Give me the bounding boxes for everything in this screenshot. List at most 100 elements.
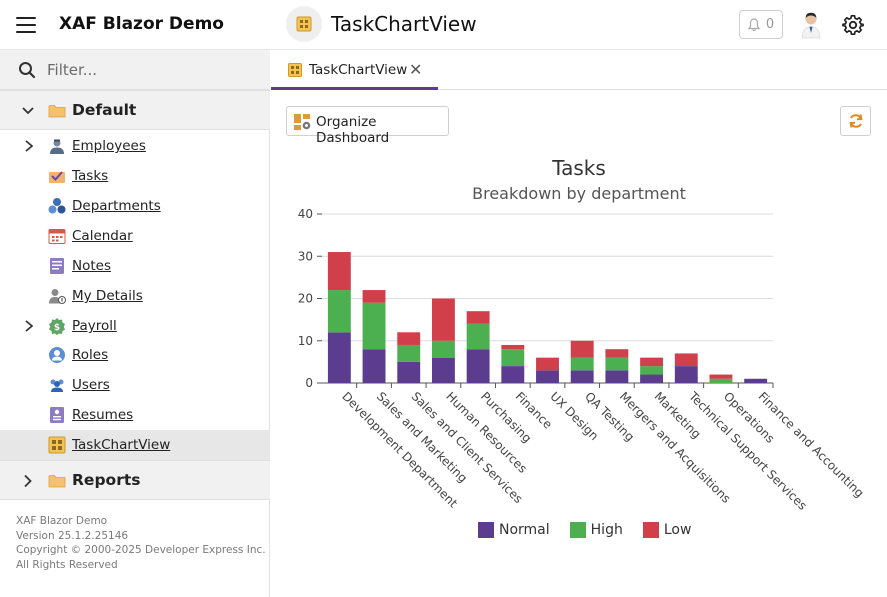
folder-icon	[48, 475, 66, 488]
settings-gear-icon[interactable]	[842, 14, 864, 36]
avatar[interactable]	[799, 11, 823, 39]
tab-taskchartview[interactable]: TaskChartView ✕	[271, 50, 438, 90]
task-chart: Tasks Breakdown by department 0 10 20 30 40 D…	[272, 150, 886, 590]
bar-high	[640, 366, 664, 375]
bar-normal	[674, 366, 698, 383]
calendar-icon	[48, 229, 66, 244]
legend-item-low[interactable]: Low	[642, 522, 692, 538]
nav-group-reports[interactable]: Reports	[0, 460, 270, 500]
my-details-icon	[49, 289, 66, 304]
organize-dashboard-icon	[294, 114, 311, 130]
sidebar-item-calendar[interactable]: Calendar	[0, 221, 270, 251]
view-title: TaskChartView	[331, 12, 477, 36]
sidebar-item-label: TaskChartView	[72, 437, 171, 453]
bar-low	[640, 357, 664, 367]
sidebar-item-roles[interactable]: Roles	[0, 340, 270, 370]
refresh-button[interactable]	[840, 106, 871, 136]
footer-rights: All Rights Reserved	[16, 558, 118, 571]
organize-dashboard-label: Organize Dashboard	[316, 114, 390, 146]
bar-normal	[466, 349, 490, 383]
folder-icon	[48, 105, 66, 118]
chevron-right-icon	[24, 474, 32, 488]
bar-normal	[327, 332, 351, 383]
sidebar-item-departments[interactable]: Departments	[0, 191, 270, 221]
search-icon	[19, 62, 36, 79]
bar-high	[570, 357, 594, 371]
notification-count: 0	[765, 17, 775, 32]
refresh-icon	[849, 114, 862, 128]
footer-copyright: Copyright © 2000-2025 Developer Express …	[16, 544, 266, 556]
legend-item-normal[interactable]: Normal	[478, 522, 550, 538]
y-tick-label: 0	[305, 376, 313, 390]
chart-view-icon	[288, 63, 302, 77]
sidebar-item-label: Resumes	[72, 407, 134, 423]
top-header: XAF Blazor Demo TaskChartView 0	[0, 0, 887, 50]
chart-title: Tasks	[552, 156, 606, 180]
bar-normal	[536, 370, 559, 383]
legend-swatch-high	[569, 522, 586, 538]
bar-high	[709, 378, 733, 383]
sidebar-item-label: Users	[72, 377, 110, 393]
y-tick-label: 30	[298, 249, 313, 263]
bell-icon	[747, 17, 760, 31]
sidebar-item-taskchartview[interactable]: TaskChartView	[0, 430, 270, 460]
notes-icon	[50, 258, 64, 274]
chevron-right-icon	[25, 140, 34, 152]
sidebar-item-users[interactable]: Users	[0, 370, 270, 400]
notifications-button[interactable]: 0	[739, 10, 783, 39]
chart-view-icon	[48, 436, 66, 454]
sidebar-item-label: Tasks	[72, 168, 109, 184]
bar-normal	[605, 370, 629, 383]
hamburger-menu-icon[interactable]	[16, 17, 36, 33]
chart-view-icon	[296, 16, 312, 32]
resumes-icon	[50, 407, 64, 423]
y-tick-label: 20	[298, 292, 313, 306]
close-icon[interactable]: ✕	[409, 60, 423, 79]
users-icon	[50, 379, 64, 392]
sidebar-item-tasks[interactable]: Tasks	[0, 161, 270, 191]
roles-icon	[49, 347, 65, 363]
sidebar-item-payroll[interactable]: $ Payroll	[0, 311, 270, 341]
sidebar-item-label: Payroll	[72, 318, 117, 334]
y-tick-label: 40	[298, 207, 313, 221]
bar-normal	[362, 349, 386, 383]
bar-normal	[570, 370, 594, 383]
bar-high	[397, 344, 421, 362]
bar-low	[431, 298, 455, 341]
bar-low	[674, 353, 698, 367]
nav-group-label: Reports	[72, 471, 141, 489]
chart-subtitle: Breakdown by department	[472, 184, 686, 203]
sidebar-footer: XAF Blazor Demo Version 25.1.2.25146 Cop…	[16, 514, 266, 572]
footer-version: Version 25.1.2.25146	[16, 529, 129, 542]
chevron-down-icon	[22, 107, 34, 115]
bar-high	[431, 340, 455, 358]
nav-group-label: Default	[72, 101, 137, 119]
sidebar-item-label: Employees	[72, 138, 146, 154]
bar-low	[605, 349, 629, 358]
organize-dashboard-button[interactable]: Organize Dashboard	[286, 106, 449, 146]
nav-group-default[interactable]: Default	[0, 90, 270, 130]
tab-bar: TaskChartView ✕	[271, 50, 887, 90]
bar-low	[466, 311, 490, 324]
bar-normal	[744, 378, 768, 383]
footer-app-name: XAF Blazor Demo	[16, 515, 108, 527]
employees-icon	[50, 139, 64, 154]
bar-low	[709, 374, 733, 379]
bar-low	[397, 332, 421, 345]
legend-label: Normal	[499, 522, 550, 538]
sidebar-item-resumes[interactable]: Resumes	[0, 400, 270, 430]
legend-item-high[interactable]: High	[569, 522, 623, 538]
filter-input[interactable]	[47, 58, 257, 82]
chevron-right-icon	[25, 320, 34, 332]
bar-high	[501, 349, 525, 367]
bar-low	[536, 357, 559, 371]
legend-swatch-normal	[478, 522, 494, 538]
sidebar-item-employees[interactable]: Employees	[0, 131, 270, 161]
legend-label: Low	[663, 522, 692, 538]
sidebar-item-label: Notes	[72, 258, 111, 274]
sidebar-item-label: Roles	[72, 347, 109, 363]
bar-low	[501, 344, 525, 350]
sidebar-item-my-details[interactable]: My Details	[0, 281, 270, 311]
sidebar-item-notes[interactable]: Notes	[0, 251, 270, 281]
